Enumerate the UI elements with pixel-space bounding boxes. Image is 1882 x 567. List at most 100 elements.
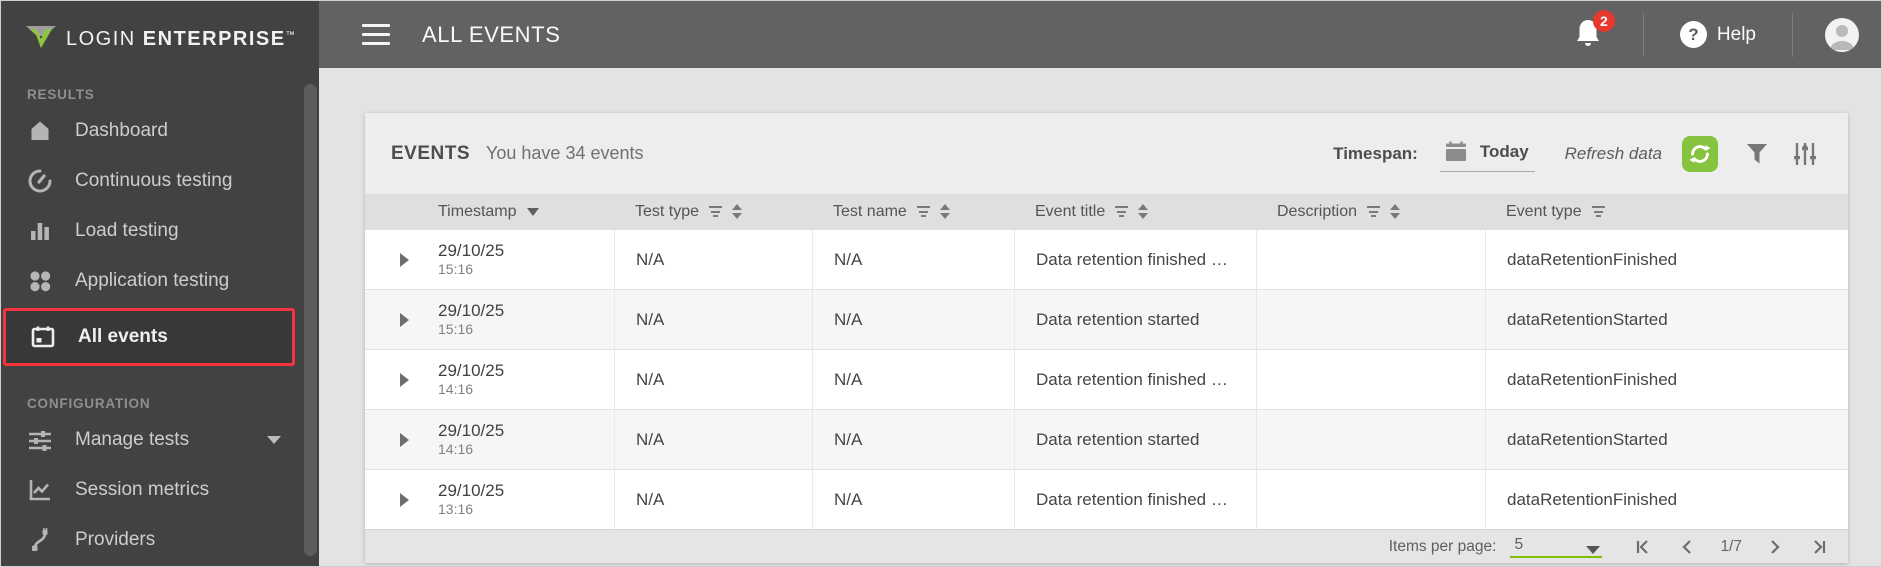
user-menu-button[interactable] [1793,17,1881,52]
items-per-page-value: 5 [1514,535,1524,553]
sort-icon[interactable] [939,204,950,219]
sidebar-item-providers[interactable]: Providers [1,515,293,565]
cell-event-title: Data retention started [1014,410,1256,469]
timespan-label: Timespan: [1333,143,1418,163]
events-panel: EVENTS You have 34 events Timespan: Toda… [365,113,1848,563]
timespan-value: Today [1479,141,1529,161]
home-icon [27,118,53,144]
table-row[interactable]: 29/10/25 14:16 N/A N/A Data retention fin… [365,349,1848,409]
toolbar-controls: Timespan: Today Refresh data [1333,135,1822,172]
notifications-button[interactable]: 2 [1573,9,1615,52]
last-page-button[interactable] [1808,536,1830,558]
sidebar-item-application-testing[interactable]: Application testing [1,256,293,306]
refresh-icon [1689,144,1711,163]
sidebar-item-dashboard[interactable]: Dashboard [1,106,293,156]
sort-desc-icon [526,207,539,216]
cell-description [1256,230,1485,289]
cell-test-name: N/A [812,350,1014,409]
items-per-page-label: Items per page: [1388,537,1497,555]
cell-event-type: dataRetentionStarted [1485,290,1848,349]
sort-icon[interactable] [1138,204,1149,219]
panel-title: EVENTS [391,142,471,164]
sort-icon[interactable] [732,204,743,219]
expand-row-icon[interactable] [400,372,409,387]
filter-list-icon[interactable] [709,206,723,217]
app-grid-icon [27,268,53,294]
sidebar-scrollbar[interactable] [304,84,317,556]
bar-chart-icon [27,218,53,244]
sidebar-item-continuous-testing[interactable]: Continuous testing [1,156,293,206]
sidebar-item-label: Continuous testing [75,170,233,191]
cell-test-name: N/A [812,410,1014,469]
filter-list-icon[interactable] [916,206,930,217]
first-page-button[interactable] [1632,536,1654,558]
cell-test-name: N/A [812,290,1014,349]
sidebar-item-label: Load testing [75,220,179,241]
last-page-icon [1814,539,1826,554]
column-header-event-title[interactable]: Event title [1014,203,1256,221]
sidebar-item-load-testing[interactable]: Load testing [1,206,293,256]
sidebar-item-session-metrics[interactable]: Session metrics [1,465,293,515]
table-row[interactable]: 29/10/25 14:16 N/A N/A Data retention sta… [365,409,1848,469]
sort-icon[interactable] [1390,204,1401,219]
brand-logo[interactable]: LOGIN ENTERPRISE™ [1,1,319,57]
cell-description [1256,290,1485,349]
chevron-down-icon[interactable] [267,436,281,444]
sidebar-item-label: Dashboard [75,120,168,141]
expand-row-icon[interactable] [400,252,409,267]
column-header-test-name[interactable]: Test name [812,203,1014,221]
first-page-icon [1637,539,1649,554]
table-row[interactable]: 29/10/25 15:16 N/A N/A Data retention sta… [365,289,1848,349]
sidebar-item-label: Providers [75,529,156,550]
sidebar-section-configuration: CONFIGURATION [27,396,151,411]
cell-test-name: N/A [812,230,1014,289]
filter-list-icon[interactable] [1367,206,1381,217]
column-header-event-type[interactable]: Event type [1485,203,1848,221]
expand-row-icon[interactable] [400,432,409,447]
sidebar-item-manage-tests[interactable]: Manage tests [1,415,293,465]
gauge-icon [27,168,53,194]
cell-test-type: N/A [614,230,812,289]
filter-list-icon[interactable] [1115,206,1129,217]
expand-row-icon[interactable] [400,492,409,507]
table-footer: Items per page: 5 1/7 [365,529,1848,563]
sidebar-section-results: RESULTS [27,87,95,102]
cell-description [1256,470,1485,529]
cell-description [1256,350,1485,409]
cell-test-type: N/A [614,470,812,529]
brand-logo-text: LOGIN ENTERPRISE™ [66,27,295,50]
filter-button[interactable] [1740,137,1774,171]
column-settings-button[interactable] [1788,137,1822,171]
line-chart-icon [27,477,53,503]
cell-test-type: N/A [614,410,812,469]
table-row[interactable]: 29/10/25 15:16 N/A N/A Data retention fin… [365,229,1848,289]
help-button[interactable]: ? Help [1644,21,1792,48]
timespan-select[interactable]: Today [1439,136,1535,172]
expand-row-icon[interactable] [400,312,409,327]
filter-list-icon[interactable] [1591,206,1605,217]
notification-badge: 2 [1592,9,1615,32]
chevron-down-icon [1586,545,1601,554]
table-body: 29/10/25 15:16 N/A N/A Data retention fin… [365,229,1848,529]
person-icon [1830,24,1854,50]
topbar-divider [1792,12,1793,57]
pagination: 1/7 [1632,536,1830,558]
content-area: EVENTS You have 34 events Timespan: Toda… [319,68,1881,566]
refresh-button[interactable] [1682,135,1718,172]
events-count-text: You have 34 events [486,143,644,163]
sidebar-item-label: Application testing [75,270,230,291]
table-row[interactable]: 29/10/25 13:16 N/A N/A Data retention fin… [365,469,1848,529]
column-header-description[interactable]: Description [1256,203,1485,221]
items-per-page-select[interactable]: 5 [1510,535,1603,558]
next-page-button[interactable] [1766,536,1784,558]
hamburger-menu-icon[interactable] [362,24,390,45]
sidebar-item-label: Manage tests [75,429,190,450]
sidebar-item-all-events[interactable]: All events [3,308,295,366]
cell-event-title: Data retention finished … [1014,350,1256,409]
trademark: ™ [285,28,295,39]
previous-page-button[interactable] [1678,536,1696,558]
page-indicator: 1/7 [1720,537,1742,555]
column-header-test-type[interactable]: Test type [614,203,812,221]
column-header-timestamp[interactable]: Timestamp [417,203,614,221]
